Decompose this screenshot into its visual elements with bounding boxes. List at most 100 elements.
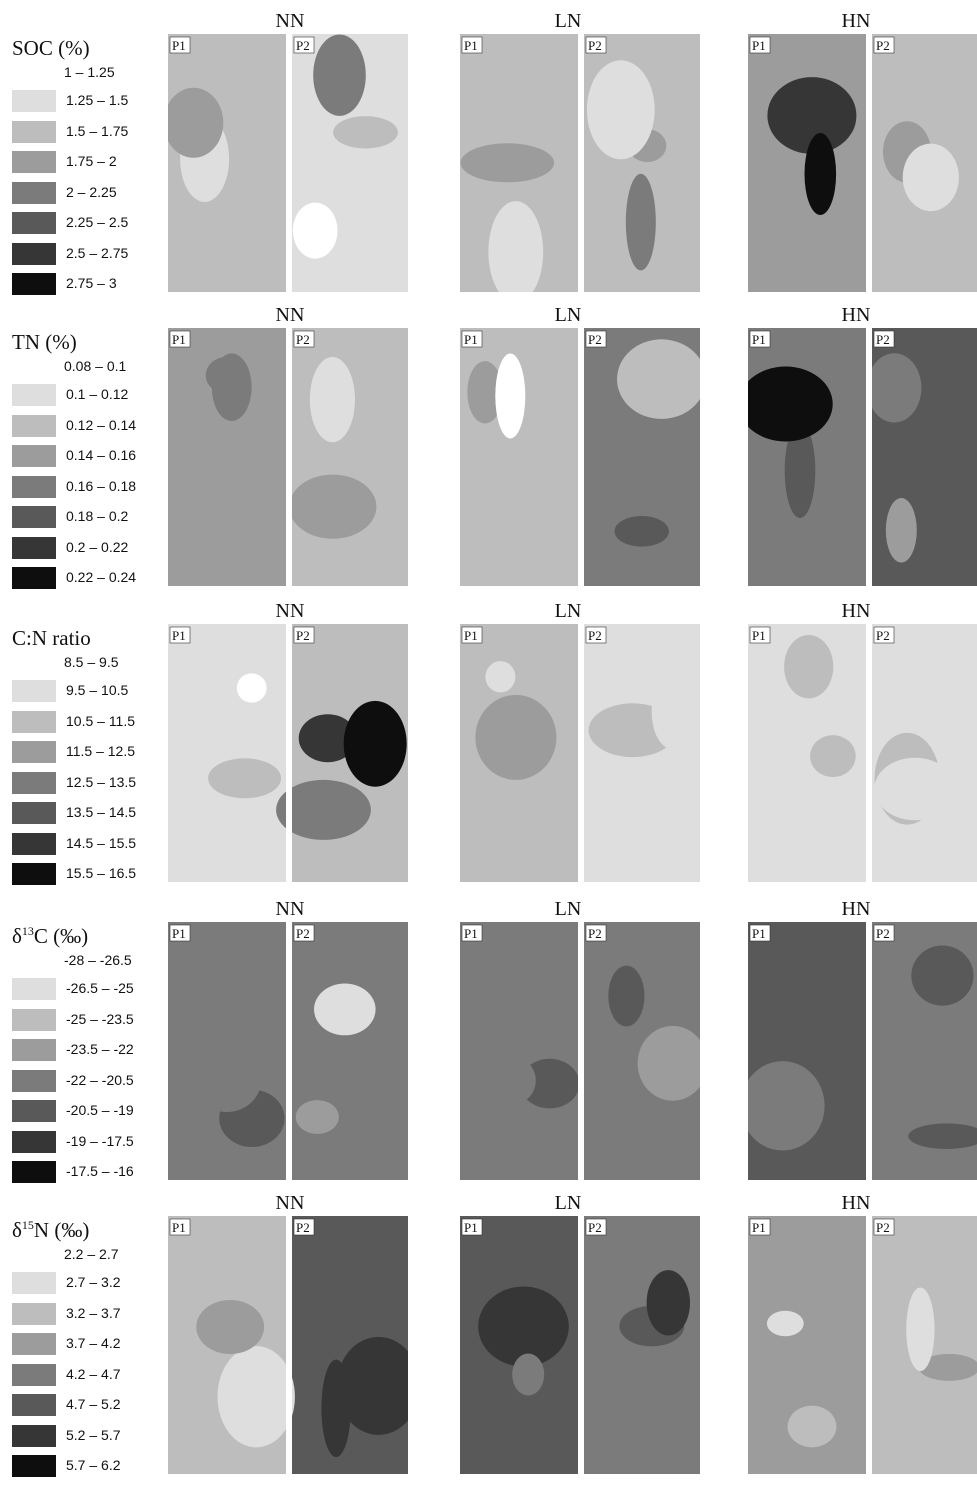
plot-tag-box: [293, 330, 315, 348]
plot-tag-label: P2: [296, 1220, 310, 1235]
legend-range-label: 2.7 – 3.2: [66, 1274, 121, 1290]
legend-range-label: 2.75 – 3: [66, 275, 117, 291]
legend-item: -26.5 – -25: [12, 978, 172, 1002]
legend-swatch: [12, 1302, 56, 1325]
legend-title-main: SOC (%): [12, 36, 90, 60]
legend-title: TN (%): [12, 330, 77, 355]
legend-item: 14.5 – 15.5: [12, 832, 172, 857]
plot-tag-label: P2: [588, 38, 602, 53]
legend-range-label: 10.5 – 11.5: [66, 712, 136, 729]
legend-swatch: [12, 1130, 56, 1153]
legend-title: SOC (%): [12, 36, 90, 61]
legend-swatch: [12, 863, 56, 885]
legend-range-label: 0.2 – 0.22: [66, 538, 129, 555]
legend-swatch: [12, 567, 56, 589]
legend-range-label: 8.5 – 9.5: [64, 654, 119, 670]
legend-range-label: 1.5 – 1.75: [66, 122, 129, 139]
contour-patch: [211, 353, 252, 421]
contour-patch: [295, 1100, 339, 1134]
legend-swatch: [12, 536, 56, 559]
contour-patch: [625, 173, 656, 271]
legend-range-label: 9.5 – 10.5: [66, 682, 129, 698]
legend-swatch: [12, 710, 56, 733]
legend-swatch: [12, 273, 56, 295]
legend-item: 0.16 – 0.18: [12, 475, 172, 500]
contour-patch: [336, 1336, 408, 1435]
plot-tag-label: P2: [296, 332, 310, 347]
row-soc: SOC (%) 1 – 1.25 1.25 – 1.5 1.5 – 1.75 1.75 …: [0, 10, 977, 304]
legend-swatch: [12, 212, 56, 234]
legend-item: 2.5 – 2.75: [12, 242, 172, 267]
legend-item: 3.2 – 3.7: [12, 1302, 172, 1327]
contour-patch: [651, 673, 693, 750]
contour-patch: [467, 361, 503, 424]
plot-tag-label: P1: [752, 1220, 766, 1235]
legend-range-label: 1 – 1.25: [64, 64, 115, 80]
legend-range-label: 5.7 – 6.2: [66, 1457, 121, 1473]
panel-title-hn: HN: [841, 10, 871, 32]
legend-item: 12.5 – 13.5: [12, 771, 172, 796]
contour-patch: [236, 673, 267, 703]
legend-range-label: 1.25 – 1.5: [66, 92, 129, 108]
legend-swatch: [12, 1008, 56, 1031]
legend-item: 1.5 – 1.75: [12, 120, 172, 145]
legend-item: 0.22 – 0.24: [12, 567, 172, 591]
legend-item: 0.18 – 0.2: [12, 506, 172, 530]
plot-tag-box: [873, 36, 895, 54]
legend-swatch: [12, 384, 56, 406]
plot-tag-label: P2: [876, 1220, 890, 1235]
legend-swatch: [12, 1272, 56, 1294]
plot-tag-box: [293, 1218, 315, 1236]
contour-map-svg: P1 P2: [748, 624, 977, 882]
plot-tag-label: P2: [296, 926, 310, 941]
plot-tag-box: [169, 626, 191, 644]
plot-tag-label: P1: [464, 1220, 478, 1235]
plot-tag-box: [169, 330, 191, 348]
contour-map-svg: P1 P2: [460, 624, 700, 882]
legend-title: δ13C (‰): [12, 924, 88, 949]
legend-range-label: 1.75 – 2: [66, 153, 117, 169]
legend-title-suffix: C (‰): [33, 924, 89, 948]
legend-item: 0.12 – 0.14: [12, 414, 172, 439]
contour-map-svg: P1 P2: [168, 922, 408, 1180]
contour-patch: [196, 1300, 265, 1354]
contour-patch: [217, 1346, 295, 1448]
contour-map-svg: P1 P2: [168, 624, 408, 882]
legend-item: 5.2 – 5.7: [12, 1424, 172, 1449]
legend-swatch: [12, 151, 56, 173]
plot-tag-label: P1: [464, 926, 478, 941]
legend-title-main: δ: [12, 1218, 22, 1242]
contour-patch: [614, 516, 669, 547]
contour-map-nn: P1 P2: [168, 328, 408, 586]
legend-item: -23.5 – -22: [12, 1039, 172, 1063]
contour-patch: [343, 700, 407, 787]
contour-patch: [168, 87, 224, 158]
contour-patch: [918, 1353, 977, 1381]
plot-tag-label: P2: [876, 38, 890, 53]
contour-map-ln: P1 P2: [460, 1216, 700, 1474]
legend-swatch: [12, 181, 56, 204]
plot-tag-label: P2: [296, 38, 310, 53]
legend-swatch: [12, 1100, 56, 1122]
legend-range-label: -22 – -20.5: [66, 1071, 134, 1088]
legend-item: 2 – 2.25: [12, 181, 172, 206]
contour-map-nn: P1 P2: [168, 624, 408, 882]
contour-patch: [192, 1048, 262, 1112]
contour-patch: [748, 1061, 825, 1151]
legend-range-label: 0.22 – 0.24: [66, 569, 137, 585]
legend-item: 13.5 – 14.5: [12, 802, 172, 826]
contour-map-nn: P1 P2: [168, 922, 408, 1180]
legend-swatch: [12, 978, 56, 1000]
row-cn: C:N ratio 8.5 – 9.5 9.5 – 10.5 10.5 – 11.5 1…: [0, 600, 977, 894]
plot-tag-label: P1: [172, 628, 186, 643]
legend-range-label: -25 – -23.5: [66, 1010, 134, 1027]
legend-item: 5.7 – 6.2: [12, 1455, 172, 1479]
contour-map-hn: P1 P2: [748, 34, 977, 292]
plot-tag-box: [749, 924, 771, 942]
panel-title-ln: LN: [554, 898, 582, 920]
plot-tag-box: [293, 626, 315, 644]
plot-tag-box: [585, 330, 607, 348]
contour-patch: [512, 1353, 545, 1396]
row-d13c: δ13C (‰) -28 – -26.5 -26.5 – -25 -25 – -23.…: [0, 898, 977, 1192]
